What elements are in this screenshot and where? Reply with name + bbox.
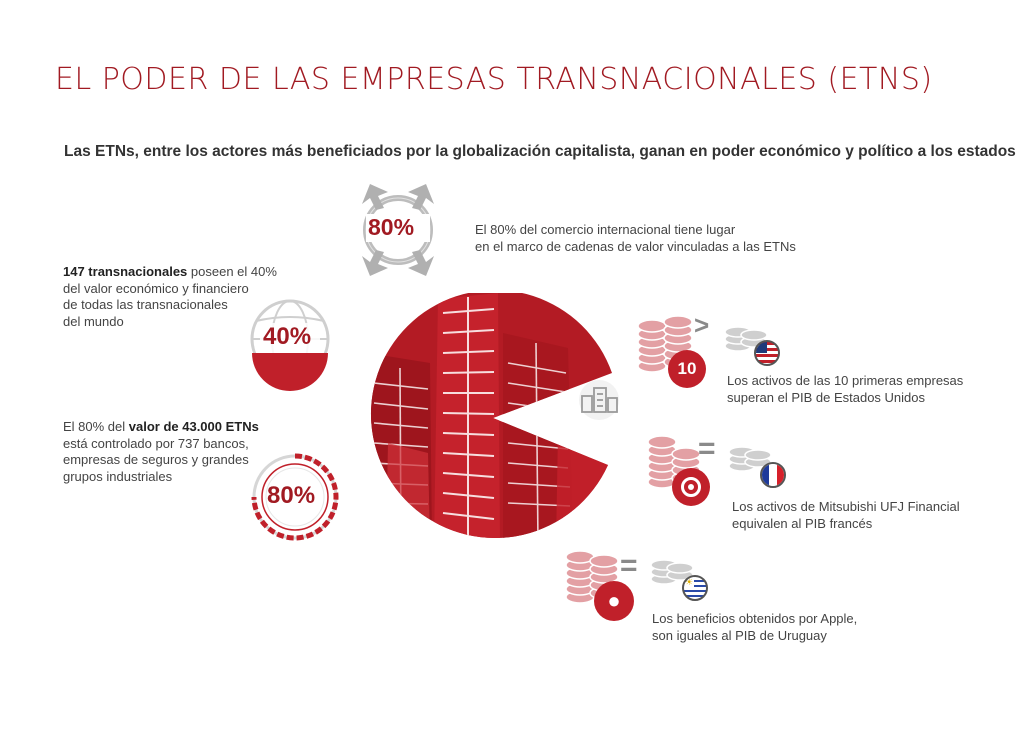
control-percent: 80% bbox=[267, 482, 316, 509]
comparison-2-graphic: = bbox=[646, 432, 796, 507]
comparison-1-graphic: > 10 bbox=[636, 310, 796, 392]
control-line3: empresas de seguros y grandes bbox=[63, 452, 249, 467]
comparison-1-text: Los activos de las 10 primeras empresas … bbox=[727, 373, 963, 406]
comparison-2-line2: equivalen al PIB francés bbox=[732, 515, 873, 531]
top10-badge: 10 bbox=[668, 350, 706, 388]
comparison-3-graphic: = ● ☀ bbox=[564, 545, 714, 625]
trade-text: El 80% del comercio internacional tiene … bbox=[475, 222, 796, 255]
trade-text-line2: en el marco de cadenas de valor vinculad… bbox=[475, 238, 796, 254]
trade-percent: 80% bbox=[368, 214, 415, 240]
control-line2: está controlado por 737 bancos, bbox=[63, 435, 249, 451]
apple-logo-icon: ● bbox=[594, 581, 634, 621]
page-title: EL PODER DE LAS EMPRESAS TRANSNACIONALES… bbox=[55, 62, 933, 97]
globe-pin-icon: 40% bbox=[246, 295, 336, 395]
comparison-3-symbol: = bbox=[620, 549, 638, 582]
usa-flag-icon bbox=[754, 340, 780, 366]
uruguay-flag-icon: ☀ bbox=[682, 575, 708, 601]
comparison-1-line2: superan el PIB de Estados Unidos bbox=[727, 389, 926, 405]
comparison-2-symbol: = bbox=[698, 432, 716, 465]
ownership-bold: 147 transnacionales bbox=[63, 264, 188, 279]
comparison-2-line1: Los activos de Mitsubishi UFJ Financial bbox=[732, 499, 960, 514]
control-bold: valor de 43.000 ETNs bbox=[128, 419, 259, 434]
control-line4: grupos industriales bbox=[63, 468, 173, 484]
control-line1: El 80% del bbox=[63, 419, 129, 434]
ownership-line4: del mundo bbox=[63, 313, 124, 329]
central-buildings-pie bbox=[368, 293, 618, 543]
trade-text-line1: El 80% del comercio internacional tiene … bbox=[475, 222, 736, 237]
comparison-1-line1: Los activos de las 10 primeras empresas bbox=[727, 373, 964, 388]
comparison-2-text: Los activos de Mitsubishi UFJ Financial … bbox=[732, 499, 960, 532]
comparison-3-line1: Los beneficios obtenidos por Apple, bbox=[652, 611, 858, 626]
ownership-line3: de todas las transnacionales bbox=[63, 297, 228, 312]
comparison-3-text: Los beneficios obtenidos por Apple, son … bbox=[652, 611, 857, 644]
ring-gauge-icon: 80% bbox=[250, 452, 340, 542]
town-icon bbox=[574, 380, 624, 420]
comparison-1-symbol: > bbox=[694, 310, 710, 340]
comparison-3-line2: son iguales al PIB de Uruguay bbox=[652, 627, 827, 643]
control-text: El 80% del valor de 43.000 ETNs está con… bbox=[63, 419, 259, 485]
page-subtitle: Las ETNs, entre los actores más benefici… bbox=[64, 143, 1016, 160]
ownership-text: 147 transnacionales poseen el 40% del va… bbox=[63, 264, 277, 330]
ownership-percent: 40% bbox=[263, 323, 312, 350]
mufg-logo-icon bbox=[672, 468, 710, 506]
ownership-line1: poseen el 40% bbox=[187, 264, 277, 279]
globe-arrows-icon: 80% bbox=[348, 180, 448, 280]
france-flag-icon bbox=[760, 462, 786, 488]
ownership-line2: del valor económico y financiero bbox=[63, 280, 249, 296]
